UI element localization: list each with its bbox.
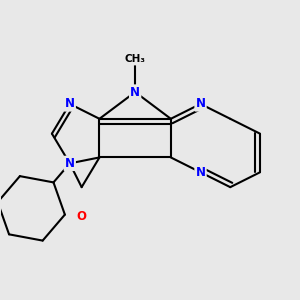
Text: N: N <box>65 98 75 110</box>
Text: N: N <box>65 157 75 170</box>
Text: N: N <box>196 166 206 179</box>
Text: N: N <box>130 85 140 98</box>
Text: O: O <box>76 210 87 224</box>
Text: CH₃: CH₃ <box>124 54 146 64</box>
Text: N: N <box>196 98 206 110</box>
